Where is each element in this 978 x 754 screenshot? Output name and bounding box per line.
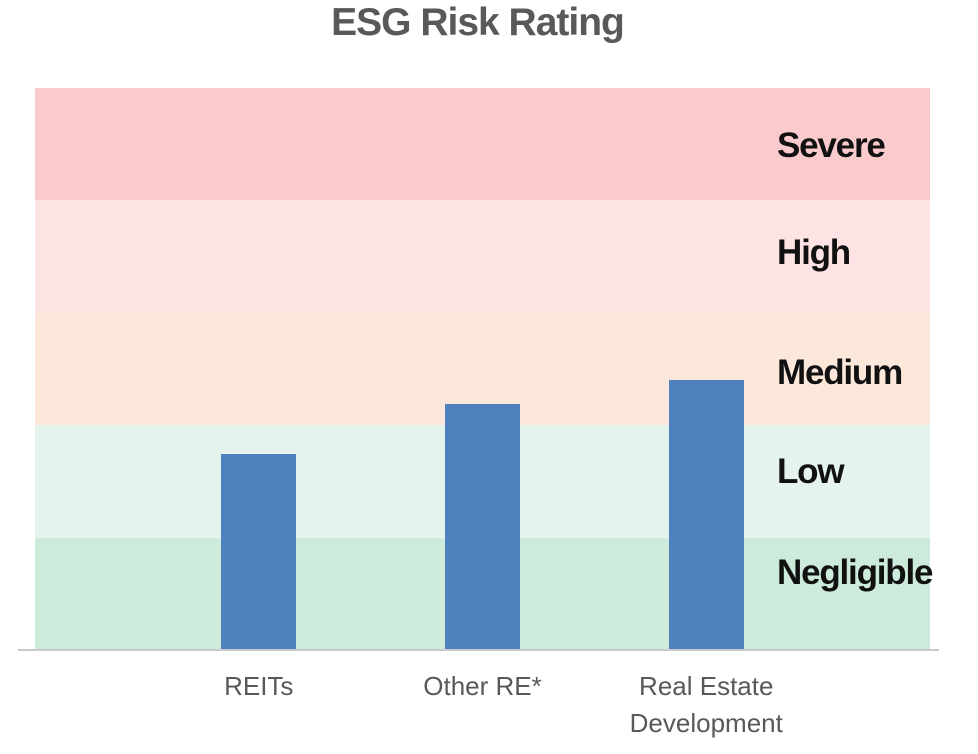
band-high: High	[35, 200, 930, 313]
plot-area: Severe High Medium Low Negligible	[35, 88, 933, 650]
x-label-2: Other RE*	[423, 671, 542, 701]
bar-2	[445, 403, 520, 650]
x-label-3: Real Estate Development	[629, 671, 783, 738]
band-label-negligible: Negligible	[777, 553, 933, 593]
chart-title: ESG Risk Rating	[331, 1, 625, 44]
bar-1	[221, 454, 297, 650]
band-label-medium: Medium	[777, 353, 903, 393]
band-label-low: Low	[777, 452, 845, 492]
x-label-1: REITs	[224, 671, 294, 701]
bar-3	[668, 380, 744, 650]
x-axis-line	[18, 649, 939, 651]
band-label-high: High	[777, 233, 851, 273]
band-severe: Severe	[35, 88, 930, 201]
band-label-severe: Severe	[777, 126, 886, 166]
